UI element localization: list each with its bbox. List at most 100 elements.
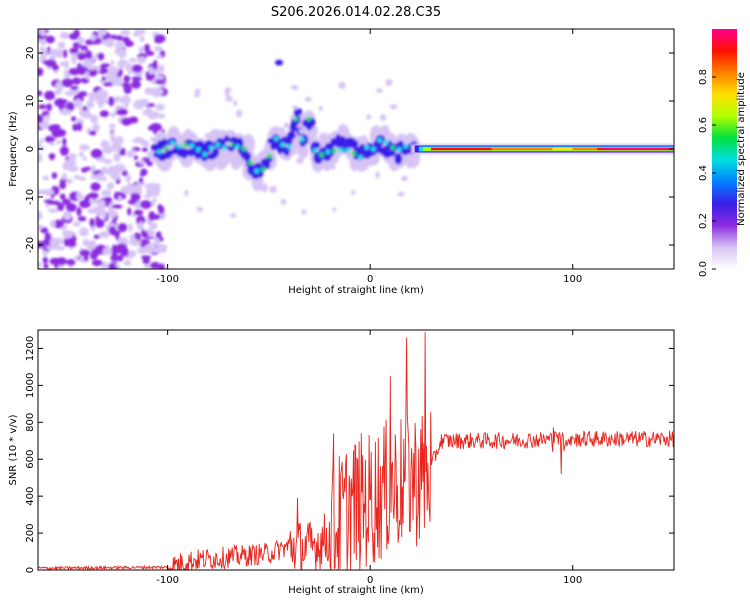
noise-blob (73, 174, 81, 180)
noise-blob (61, 172, 68, 180)
signal-peak (312, 147, 318, 153)
noise-blob (90, 174, 98, 180)
noise-blob (38, 104, 47, 110)
noise-blob (40, 138, 45, 143)
noise-blob (133, 155, 138, 161)
noise-blob (117, 223, 128, 233)
noise-blob (69, 47, 79, 54)
noise-blob (139, 100, 150, 107)
snr-ytick-label: 800 (25, 413, 36, 432)
signal-peak (357, 154, 363, 160)
noise-blob (38, 90, 43, 97)
noise-blob (138, 46, 144, 54)
noise-blob (108, 96, 115, 107)
noise-blob (38, 67, 44, 77)
colorbar-ticks: 0.0 0.2 0.4 0.6 0.8 (698, 69, 716, 277)
noise-blob (125, 174, 132, 183)
noise-blob (38, 153, 43, 163)
noise-blob (113, 96, 122, 103)
noise-blob (114, 41, 125, 50)
colorbar-tick-label: 0.6 (698, 117, 709, 133)
noise-blob (57, 41, 66, 49)
noise-blob (148, 111, 160, 118)
noise-blob (95, 216, 100, 221)
noise-blob (131, 76, 143, 81)
noise-blob (78, 227, 89, 237)
noise-blob (88, 91, 98, 101)
signal-peak (176, 143, 182, 149)
noise-blob (133, 209, 144, 216)
noise-blob (96, 96, 102, 106)
snr-ytick-label: 0 (25, 567, 36, 573)
noise-blob (40, 29, 46, 37)
faint-blob (225, 141, 232, 146)
faint-blob (389, 104, 398, 110)
noise-blob (129, 234, 136, 239)
noise-blob (120, 82, 131, 87)
noise-blob (133, 31, 140, 38)
signal-core (194, 151, 202, 160)
carrier-line (410, 144, 674, 154)
noise-blob (139, 35, 145, 43)
noise-blob (136, 180, 146, 187)
signal-core (211, 147, 220, 157)
snr-ylabel: SNR (10 * v/v) (8, 414, 19, 485)
noise-blob (102, 247, 113, 256)
noise-blob (115, 110, 125, 115)
noise-blob (39, 46, 46, 52)
noise-blob (130, 192, 141, 202)
colorbar-bar (712, 29, 737, 269)
carrier-core (491, 147, 553, 151)
noise-blob (73, 98, 83, 109)
noise-blob (39, 39, 47, 44)
noise-blob (44, 114, 51, 121)
noise-blob (54, 89, 62, 96)
noise-blob (155, 184, 161, 193)
noise-blob (44, 90, 56, 101)
signal-peak (169, 140, 175, 146)
signal-peak (319, 152, 325, 158)
spectrogram-ytick-label: 20 (25, 47, 36, 60)
colorbar-tick-label: 0.2 (698, 213, 709, 229)
noise-blob (59, 193, 66, 200)
noise-blob (124, 40, 134, 47)
noise-blob (143, 194, 152, 199)
noise-blob (90, 182, 101, 191)
noise-blob (50, 124, 61, 130)
faint-blob (338, 81, 346, 89)
noise-blob (38, 141, 42, 147)
snr-ytick-label: 1200 (25, 336, 36, 361)
signal-peak (260, 167, 266, 173)
noise-blob (79, 249, 91, 257)
carrier-core (572, 147, 598, 151)
noise-blob (54, 98, 66, 107)
noise-blob (130, 184, 142, 194)
noise-blob (103, 196, 113, 204)
noise-blob (84, 71, 90, 80)
noise-blob (47, 137, 56, 142)
noise-blob (77, 216, 87, 222)
spectrogram-ytick-label: 10 (25, 95, 36, 108)
signal-peak (370, 146, 376, 152)
noise-blob (149, 222, 158, 230)
noise-blob (110, 137, 121, 144)
noise-blob (65, 101, 75, 112)
noise-blob (102, 82, 113, 87)
snr-xlabel: Height of straight line (km) (288, 585, 424, 596)
spectrogram-xtick-label: 100 (563, 274, 582, 285)
snr-xtick-label: 0 (367, 575, 373, 586)
faint-blob (284, 122, 290, 129)
noise-blob (113, 152, 121, 162)
noise-blob (88, 208, 96, 214)
signal-peak (221, 145, 227, 151)
signal-peak (215, 142, 221, 148)
noise-blob (93, 234, 100, 240)
noise-blob (102, 176, 108, 182)
faint-blob (397, 191, 405, 197)
noise-blob (38, 146, 46, 151)
noise-blob (151, 198, 158, 203)
carrier-core (552, 147, 573, 151)
signal-peak (208, 145, 214, 151)
